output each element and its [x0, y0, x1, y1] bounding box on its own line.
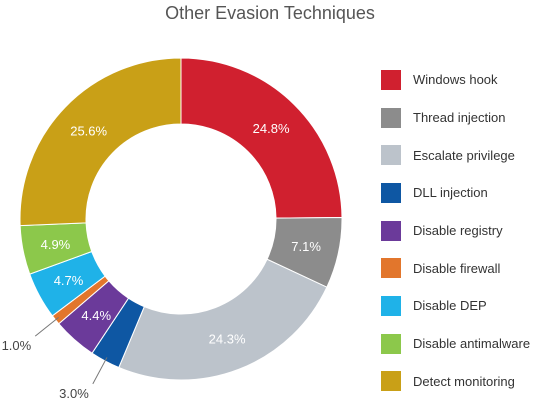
- legend-swatch: [381, 220, 401, 241]
- leader-line-disable-firewall: [34, 316, 59, 337]
- slice-label-detect-monitoring: 25.6%: [70, 123, 107, 138]
- legend-swatch: [381, 295, 401, 316]
- legend-label: Disable registry: [413, 223, 503, 239]
- legend-swatch: [381, 371, 401, 392]
- slice-label-disable-firewall: 1.0%: [2, 338, 32, 353]
- legend-swatch: [381, 258, 401, 279]
- legend-swatch: [381, 107, 401, 128]
- legend-swatch: [381, 69, 401, 90]
- legend-item-escalate-privilege: Escalate privilege: [381, 136, 530, 174]
- slice-escalate-privilege: [118, 258, 328, 381]
- legend-item-disable-antimalware: Disable antimalware: [381, 325, 530, 363]
- slice-label-disable-antimalware: 4.9%: [41, 237, 71, 252]
- legend: Windows hook Thread injection Escalate pri…: [381, 61, 530, 400]
- legend-label: Disable firewall: [413, 260, 501, 276]
- legend-label: Windows hook: [413, 72, 498, 88]
- legend-item-disable-dep: Disable DEP: [381, 287, 530, 325]
- legend-item-disable-firewall: Disable firewall: [381, 249, 530, 287]
- leader-line-dll-injection: [92, 357, 108, 385]
- legend-swatch: [381, 182, 401, 203]
- legend-label: DLL injection: [413, 185, 488, 201]
- legend-item-detect-monitoring: Detect monitoring: [381, 363, 530, 401]
- legend-swatch: [381, 333, 401, 354]
- legend-label: Detect monitoring: [413, 373, 515, 389]
- legend-label: Thread injection: [413, 110, 506, 126]
- legend-item-dll-injection: DLL injection: [381, 174, 530, 212]
- legend-swatch: [381, 145, 401, 166]
- legend-item-disable-registry: Disable registry: [381, 212, 530, 250]
- legend-label: Disable antimalware: [413, 336, 531, 352]
- legend-label: Disable DEP: [413, 298, 487, 314]
- donut-chart: 24.8% 7.1% 24.3% 3.0% 4.4% 1.0% 4.7% 4.9% 25.6%: [2, 57, 343, 401]
- slice-label-windows-hook: 24.8%: [253, 121, 290, 136]
- slice-windows-hook: [180, 57, 343, 219]
- slice-label-disable-dep: 4.7%: [54, 273, 84, 288]
- slice-label-disable-registry: 4.4%: [81, 308, 111, 323]
- slice-label-escalate-privilege: 24.3%: [209, 331, 246, 346]
- legend-item-thread-injection: Thread injection: [381, 99, 530, 137]
- slice-detect-monitoring: [19, 57, 182, 227]
- legend-item-windows-hook: Windows hook: [381, 61, 530, 99]
- legend-label: Escalate privilege: [413, 147, 515, 163]
- chart-title: Other Evasion Techniques: [165, 3, 375, 23]
- slice-label-dll-injection: 3.0%: [59, 386, 89, 401]
- slice-label-thread-injection: 7.1%: [291, 239, 321, 254]
